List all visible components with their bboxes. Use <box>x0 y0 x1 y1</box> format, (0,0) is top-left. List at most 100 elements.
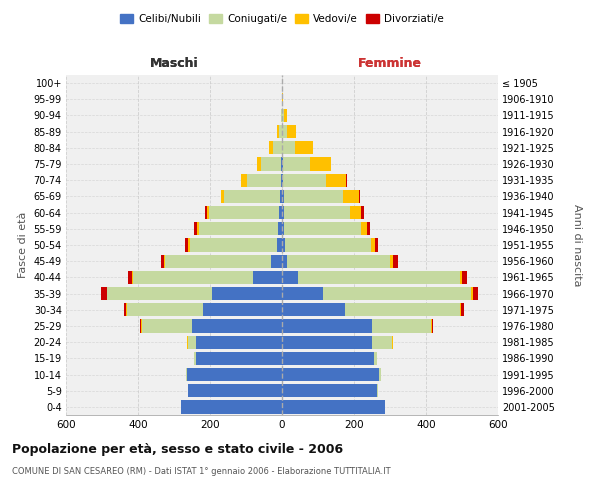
Bar <box>343 190 359 203</box>
Bar <box>188 384 282 398</box>
Bar <box>323 287 471 300</box>
Bar <box>199 222 278 235</box>
Bar <box>390 254 393 268</box>
Bar <box>284 222 361 235</box>
Bar <box>140 320 142 332</box>
Bar <box>375 238 379 252</box>
Bar <box>257 158 262 170</box>
Bar <box>282 303 345 316</box>
Bar <box>185 238 188 252</box>
Bar <box>282 174 283 187</box>
Bar <box>282 109 284 122</box>
Bar <box>326 174 346 187</box>
Bar <box>277 238 282 252</box>
Bar <box>282 368 379 381</box>
Bar <box>126 303 127 316</box>
Bar <box>279 125 282 138</box>
Bar <box>359 190 360 203</box>
Bar <box>277 125 279 138</box>
Bar <box>374 352 377 365</box>
Bar <box>372 320 431 332</box>
Bar <box>197 222 199 235</box>
Bar <box>371 238 375 252</box>
Bar <box>271 254 282 268</box>
Bar <box>209 206 279 220</box>
Bar <box>188 336 196 349</box>
Bar <box>346 174 347 187</box>
Bar <box>212 287 282 300</box>
Bar <box>285 238 371 252</box>
Bar <box>165 254 271 268</box>
Bar <box>253 270 282 284</box>
Bar <box>310 158 331 170</box>
Bar <box>187 368 282 381</box>
Text: Femmine: Femmine <box>358 57 422 70</box>
Bar <box>101 287 107 300</box>
Bar <box>205 206 207 220</box>
Bar <box>281 109 282 122</box>
Bar <box>460 270 462 284</box>
Bar <box>377 384 378 398</box>
Bar <box>224 190 280 203</box>
Bar <box>282 190 284 203</box>
Y-axis label: Fasce di età: Fasce di età <box>18 212 28 278</box>
Bar <box>282 352 374 365</box>
Bar <box>295 141 313 154</box>
Y-axis label: Anni di nascita: Anni di nascita <box>572 204 582 286</box>
Bar <box>196 352 282 365</box>
Bar <box>194 222 197 235</box>
Bar <box>393 254 398 268</box>
Bar <box>186 368 187 381</box>
Bar <box>282 125 287 138</box>
Bar <box>181 400 282 413</box>
Text: COMUNE DI SAN CESAREO (RM) - Dati ISTAT 1° gennaio 2006 - Elaborazione TUTTITALI: COMUNE DI SAN CESAREO (RM) - Dati ISTAT … <box>12 468 391 476</box>
Bar <box>473 287 478 300</box>
Bar <box>282 336 372 349</box>
Bar <box>431 320 432 332</box>
Bar <box>282 384 377 398</box>
Text: Maschi: Maschi <box>149 57 199 70</box>
Bar <box>283 174 326 187</box>
Bar <box>361 206 364 220</box>
Bar <box>142 320 192 332</box>
Bar <box>282 141 295 154</box>
Bar <box>241 174 247 187</box>
Bar <box>350 206 361 220</box>
Bar <box>372 336 392 349</box>
Bar <box>278 222 282 235</box>
Bar <box>187 336 188 349</box>
Bar <box>284 109 287 122</box>
Bar <box>281 158 282 170</box>
Bar <box>128 270 132 284</box>
Bar <box>188 238 190 252</box>
Bar <box>460 303 461 316</box>
Bar <box>192 320 282 332</box>
Bar <box>461 303 464 316</box>
Text: Popolazione per età, sesso e stato civile - 2006: Popolazione per età, sesso e stato civil… <box>12 442 343 456</box>
Bar <box>367 222 370 235</box>
Bar <box>298 270 460 284</box>
Bar <box>282 254 287 268</box>
Bar <box>273 141 282 154</box>
Bar <box>262 158 281 170</box>
Bar <box>194 352 196 365</box>
Bar <box>287 125 296 138</box>
Bar <box>282 400 385 413</box>
Bar <box>107 287 212 300</box>
Bar <box>132 270 133 284</box>
Bar <box>282 158 283 170</box>
Bar <box>282 206 284 220</box>
Bar <box>207 206 209 220</box>
Bar <box>284 206 350 220</box>
Bar <box>269 141 273 154</box>
Bar <box>345 303 460 316</box>
Bar <box>164 254 165 268</box>
Bar <box>281 174 282 187</box>
Bar <box>282 222 284 235</box>
Bar <box>432 320 433 332</box>
Bar <box>282 238 285 252</box>
Legend: Celibi/Nubili, Coniugati/e, Vedovi/e, Divorziati/e: Celibi/Nubili, Coniugati/e, Vedovi/e, Di… <box>116 10 448 29</box>
Text: Maschi: Maschi <box>149 57 199 70</box>
Bar <box>280 190 282 203</box>
Bar <box>471 287 473 300</box>
